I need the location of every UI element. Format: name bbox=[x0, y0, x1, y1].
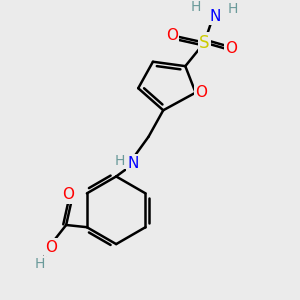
Text: O: O bbox=[62, 188, 74, 202]
Text: O: O bbox=[195, 85, 207, 100]
Text: S: S bbox=[199, 34, 210, 52]
Text: H: H bbox=[34, 257, 45, 271]
Text: O: O bbox=[46, 240, 58, 255]
Text: N: N bbox=[127, 156, 139, 171]
Text: H: H bbox=[190, 0, 201, 14]
Text: O: O bbox=[225, 41, 237, 56]
Text: H: H bbox=[115, 154, 125, 168]
Text: O: O bbox=[166, 28, 178, 43]
Text: H: H bbox=[227, 2, 238, 16]
Text: N: N bbox=[209, 9, 220, 24]
